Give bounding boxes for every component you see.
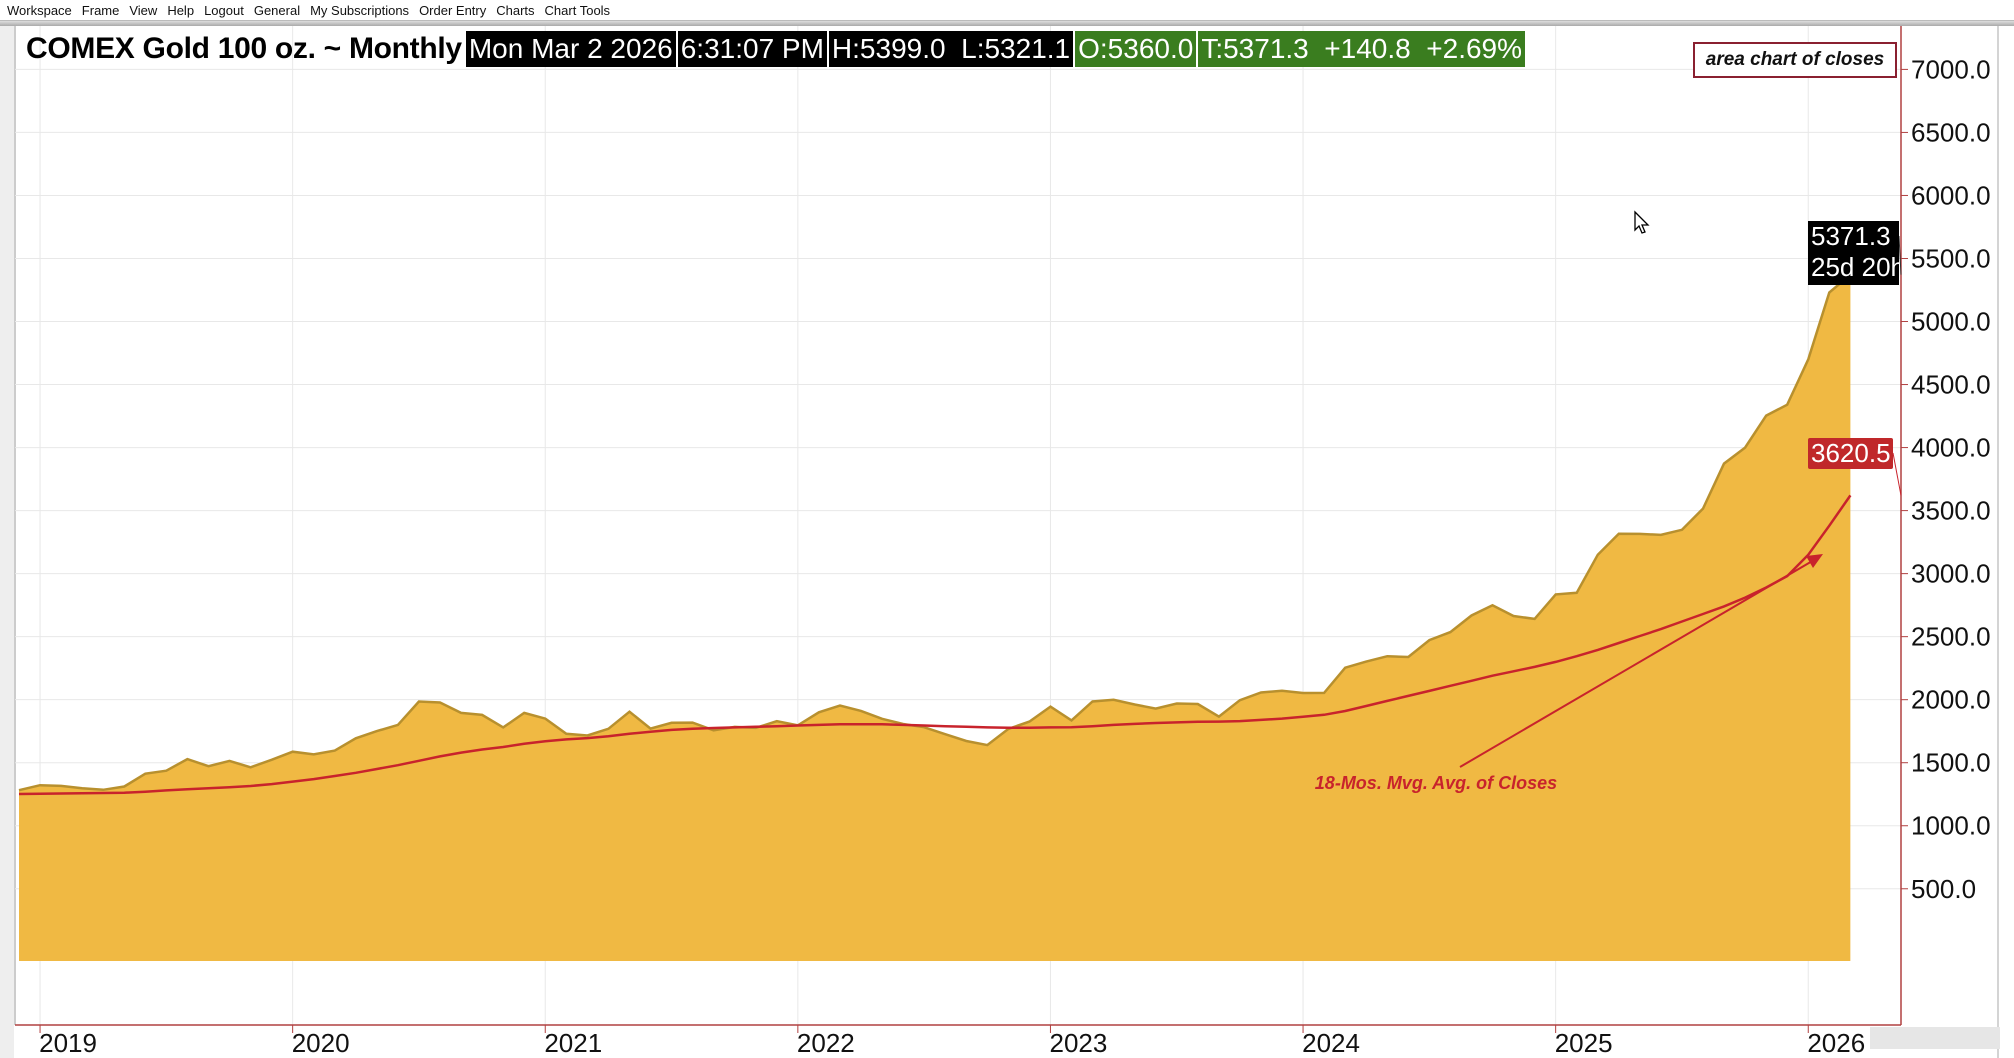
x-tick-label: 2019 [39,1028,97,1058]
scrollbar [1870,1027,2000,1049]
y-tick-label: 7000.0 [1911,54,1991,84]
menu-item[interactable]: Workspace [7,2,72,18]
close-line [18,273,1852,792]
quote-open: O:5360.0 [1075,31,1197,67]
y-tick-label: 2000.0 [1911,685,1991,715]
annotation-label: 18-Mos. Mvg. Avg. of Closes [1315,773,1557,793]
moving-average-tag: 3620.5 [1808,438,1893,469]
y-tick-label: 4500.0 [1911,370,1991,400]
menu-item[interactable]: Frame [81,2,120,18]
y-tick-label: 3500.0 [1911,496,1991,526]
menu-item[interactable]: Order Entry [419,2,487,18]
x-tick-label: 2024 [1302,1028,1360,1058]
menu-item[interactable]: View [129,2,158,18]
last-price: 5371.3 [1811,221,1891,251]
legend-box: area chart of closes [1693,42,1897,78]
x-tick-label: 2026 [1807,1028,1865,1058]
y-tick-label: 2500.0 [1911,622,1991,652]
chart-title: COMEX Gold 100 oz. ~ Monthly [26,32,462,65]
x-tick-label: 2025 [1555,1028,1613,1058]
annotation-arrow [1459,559,1815,768]
left-edge [0,26,14,1058]
menu-bar: Workspace Frame View Help Logout General My Su… [0,0,2014,21]
quote-date: Mon Mar 2 2026 [465,31,676,67]
chart-area: 500.0 1000.0 1500.0 2000.0 2500.0 3000.0 3500.… [0,26,2000,1058]
y-tick-label: 500.0 [1911,874,1976,904]
quote-high-low: H:5399.0 L:5321.1 [828,31,1074,67]
menu-item[interactable]: General [253,2,301,18]
y-tick-label: 5000.0 [1911,307,1991,337]
frame-divider [0,21,2014,26]
moving-average-line [18,494,1852,796]
y-tick-label: 3000.0 [1911,559,1991,589]
y-tick-label: 4000.0 [1911,433,1991,463]
x-tick-label: 2022 [797,1028,855,1058]
last-price-connector [1898,235,1902,275]
bar-countdown: 25d 20h [1811,252,1899,282]
quote-time: 6:31:07 PM [677,31,827,67]
y-tick-label: 5500.0 [1911,243,1991,273]
close-area [19,274,1851,961]
y-tick-label: 1500.0 [1911,748,1991,778]
y-tick-label: 6000.0 [1911,180,1991,210]
x-tick-label: 2023 [1050,1028,1108,1058]
menu-item[interactable]: Logout [204,2,244,18]
y-tick-label: 6500.0 [1911,117,1991,147]
x-tick-label: 2021 [544,1028,602,1058]
mouse-cursor-icon [1634,210,1650,234]
chart-header: COMEX Gold 100 oz. ~ Monthly Mon Mar 2 2… [26,31,1527,67]
menu-item[interactable]: Charts [496,2,535,18]
arrowhead-icon [1806,554,1823,568]
y-tick-label: 1000.0 [1911,811,1991,841]
menu-item[interactable]: Chart Tools [544,2,611,18]
menu-item[interactable]: My Subscriptions [310,2,410,18]
x-tick-label: 2020 [292,1028,350,1058]
menu-item[interactable]: Help [167,2,195,18]
ma-connector [1892,452,1902,496]
quote-trade-change: T:5371.3 +140.8 +2.69% [1198,31,1526,67]
last-price-tag: 5371.3 25d 20h [1808,221,1899,285]
